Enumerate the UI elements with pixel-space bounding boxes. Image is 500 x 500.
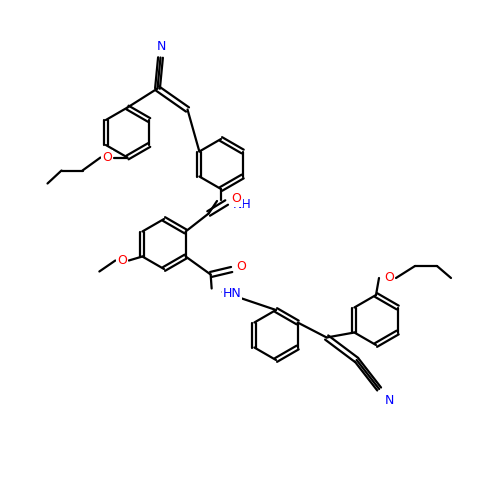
Text: HN: HN xyxy=(222,287,242,300)
Text: O: O xyxy=(236,260,246,272)
Text: N: N xyxy=(157,40,166,53)
Text: O: O xyxy=(232,192,241,205)
Text: N: N xyxy=(384,394,394,406)
Text: NH: NH xyxy=(233,198,252,211)
Text: O: O xyxy=(384,270,394,283)
Text: O: O xyxy=(102,151,112,164)
Text: O: O xyxy=(117,254,127,267)
